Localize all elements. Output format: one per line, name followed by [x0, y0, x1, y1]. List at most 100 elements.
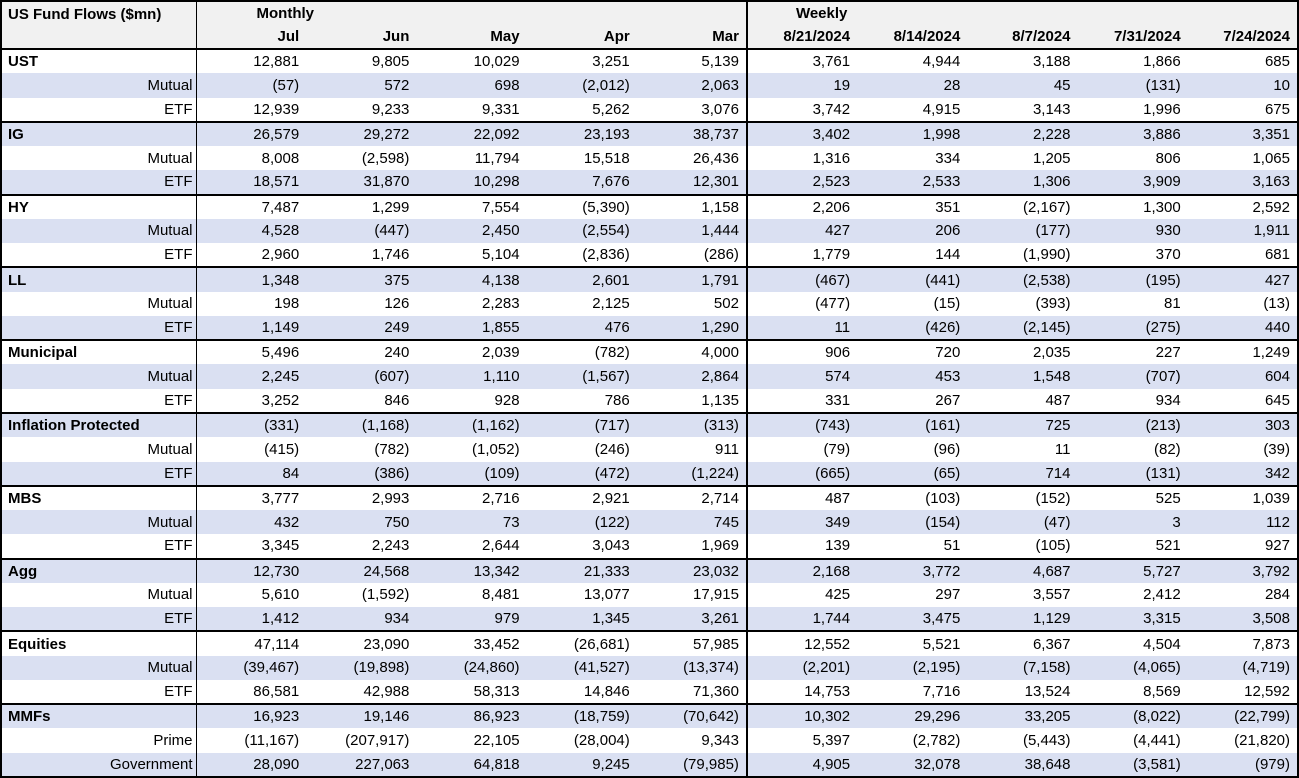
category-label: MBS: [1, 484, 196, 511]
weekly-value-cell: 6,367: [967, 630, 1078, 656]
monthly-value-cell: 2,243: [371, 537, 410, 555]
monthly-value-cell: (607): [306, 364, 417, 389]
subcategory-label: ETF: [164, 100, 193, 118]
weekly-value-cell: (2,201): [745, 655, 858, 680]
monthly-value-cell: (13,374): [636, 655, 747, 680]
monthly-value-cell: 84: [195, 461, 307, 486]
column-header: Jul: [195, 25, 307, 50]
weekly-value-cell: (743): [745, 411, 858, 438]
weekly-value-cell: 3,402: [745, 120, 858, 147]
weekly-value-cell: 3,792: [1187, 557, 1298, 583]
monthly-value-cell: 73: [416, 510, 527, 535]
weekly-value-cell: 3,886: [1077, 120, 1188, 147]
monthly-value-cell: 3,261: [636, 607, 747, 632]
monthly-value-cell: 23,032: [636, 557, 747, 583]
monthly-value-cell: 2,716: [416, 484, 527, 511]
weekly-value-cell: 427: [1187, 266, 1298, 292]
monthly-value-cell: 22,092: [416, 120, 527, 147]
monthly-value-cell: 249: [306, 315, 417, 341]
weekly-value-cell: (426): [857, 315, 968, 341]
weekly-value-cell: (5,443): [1022, 732, 1071, 750]
column-header: 7/24/2024: [1187, 25, 1298, 50]
table-row: Inflation Protected (331) (1,168) (1,162) (7…: [1, 411, 1298, 438]
monthly-value-cell: (122): [526, 510, 637, 535]
monthly-value-cell: 979: [416, 607, 527, 632]
monthly-value-cell: (79,985): [636, 752, 747, 777]
weekly-value-cell: 3,315: [1077, 607, 1188, 632]
monthly-value-cell: 3,076: [701, 100, 739, 118]
monthly-value-cell: 13,342: [416, 557, 527, 583]
weekly-value-cell: 4,944: [857, 47, 968, 74]
weekly-section-header: Weekly: [745, 1, 1298, 25]
weekly-value-cell: 934: [1155, 391, 1181, 409]
weekly-value-cell: 4,687: [967, 557, 1078, 583]
subcategory-label: ETF: [1, 170, 196, 195]
weekly-value-cell: (13): [1263, 295, 1290, 313]
subcategory-label: Mutual: [147, 440, 193, 458]
monthly-value-cell: (1,162): [416, 411, 527, 438]
column-header: 8/21/2024: [745, 25, 858, 50]
weekly-value-cell: (105): [1035, 537, 1071, 555]
monthly-value-cell: 502: [713, 295, 739, 313]
weekly-value-cell: 3,188: [967, 47, 1078, 74]
monthly-value-cell: 572: [306, 73, 417, 98]
weekly-value-cell: (4,441): [1133, 732, 1181, 750]
monthly-value-cell: 57,985: [636, 630, 747, 656]
monthly-value-cell: (246): [594, 440, 630, 458]
weekly-value-cell: 720: [857, 339, 968, 365]
monthly-value-cell: 26,436: [693, 149, 739, 167]
monthly-value-cell: 745: [636, 510, 747, 535]
monthly-value-cell: 7,676: [526, 170, 637, 195]
weekly-value-cell: 645: [1264, 391, 1290, 409]
weekly-value-cell: (154): [857, 510, 968, 535]
category-label: MMFs: [1, 703, 196, 729]
subcategory-label: Government: [1, 752, 196, 777]
monthly-value-cell: 5,139: [636, 47, 747, 74]
weekly-value-cell: 11: [1054, 440, 1071, 458]
monthly-value-cell: 3,252: [195, 388, 307, 413]
weekly-value-cell: 2,592: [1187, 193, 1298, 219]
monthly-value-cell: 4,528: [195, 218, 307, 244]
weekly-value-cell: 7,873: [1187, 630, 1298, 656]
weekly-value-cell: 2,412: [1143, 586, 1181, 604]
weekly-value-cell: 3,143: [1032, 100, 1071, 118]
monthly-value-cell: 1,412: [195, 607, 307, 632]
weekly-value-cell: 7,716: [922, 683, 961, 701]
weekly-value-cell: (2,145): [967, 315, 1078, 341]
monthly-value-cell: 1,969: [701, 537, 739, 555]
subcategory-label: Mutual: [1, 364, 196, 389]
table-row: ETF 1,149 249 1,855 476 1,290 11 (426) (2,145) (2…: [1, 315, 1298, 341]
monthly-value-cell: (18,759): [526, 703, 637, 729]
table-row: LL 1,348 375 4,138 2,601 1,791 (467) (441) (2,53…: [1, 266, 1298, 292]
monthly-value-cell: 5,610: [195, 582, 307, 608]
weekly-value-cell: 334: [935, 149, 961, 167]
monthly-value-cell: 846: [384, 391, 410, 409]
weekly-value-cell: 1,300: [1077, 193, 1188, 219]
monthly-value-cell: (70,642): [636, 703, 747, 729]
table-row: Prime (11,167) (207,917) 22,105 (28,004) 9,34…: [1, 728, 1298, 753]
weekly-value-cell: (213): [1077, 411, 1188, 438]
column-header: 8/7/2024: [967, 25, 1078, 50]
table-row: Mutual (57) 572 698 (2,012) 2,063 19 28 45 (131) 1…: [1, 73, 1298, 98]
monthly-value-cell: 3,345: [195, 534, 307, 559]
weekly-value-cell: (22,799): [1187, 703, 1298, 729]
weekly-value-cell: 1,039: [1187, 484, 1298, 511]
monthly-value-cell: 29,272: [306, 120, 417, 147]
column-header: 8/14/2024: [857, 25, 968, 50]
weekly-value-cell: 28: [857, 73, 968, 98]
weekly-value-cell: (665): [745, 461, 858, 486]
monthly-value-cell: 1,746: [371, 246, 410, 264]
weekly-value-cell: 10: [1187, 73, 1298, 98]
monthly-value-cell: 2,245: [195, 364, 307, 389]
weekly-value-cell: 487: [745, 484, 858, 511]
weekly-value-cell: 331: [745, 388, 858, 413]
weekly-value-cell: 8,569: [1143, 683, 1181, 701]
monthly-value-cell: 9,343: [701, 732, 739, 750]
monthly-value-cell: 22,105: [473, 732, 520, 750]
column-header: 7/31/2024: [1077, 25, 1188, 50]
weekly-value-cell: 3,163: [1187, 170, 1298, 195]
monthly-value-cell: 12,939: [195, 97, 307, 122]
weekly-value-cell: (477): [745, 291, 858, 316]
monthly-value-cell: 11,794: [474, 149, 520, 167]
subcategory-label: ETF: [164, 391, 193, 409]
